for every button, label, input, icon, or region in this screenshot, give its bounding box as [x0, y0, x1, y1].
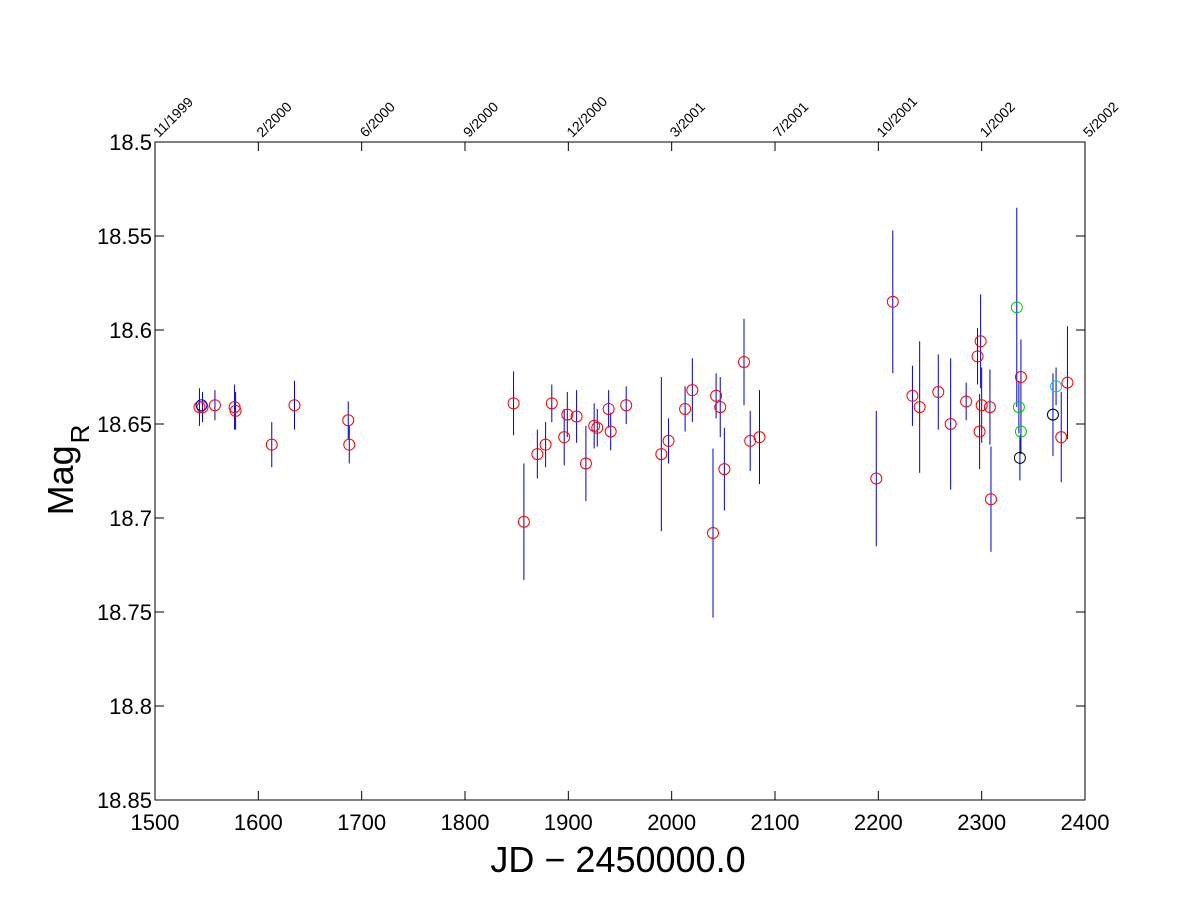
data-point — [1013, 451, 1026, 464]
data-point — [655, 448, 668, 461]
data-point — [265, 438, 278, 451]
data-point — [229, 404, 242, 417]
x-tick-label: 1500 — [131, 810, 180, 835]
data-point — [886, 295, 899, 308]
data-point — [620, 399, 633, 412]
data-point — [579, 457, 592, 470]
date-tick-label: 11/1999 — [150, 94, 197, 141]
y-tick-label: 18.7 — [109, 506, 152, 531]
x-axis-ticks: 1500 1600 1700 1800 1900 2000 2100 2200 2300 2400 — [131, 142, 1110, 835]
data-point — [971, 350, 984, 363]
y-axis-title-main: Mag — [40, 445, 81, 515]
x-tick-label: 1800 — [441, 810, 490, 835]
date-tick-label: 6/2000 — [356, 98, 398, 140]
data-point — [1055, 431, 1068, 444]
data-point — [591, 421, 604, 434]
data-point — [196, 401, 209, 414]
y-tick-label: 18.8 — [109, 694, 152, 719]
data-point — [517, 515, 530, 528]
data-point — [973, 425, 986, 438]
y-axis-title-subscript: R — [65, 425, 95, 444]
data-points — [193, 295, 1074, 540]
x-axis-title: JD − 2450000.0 — [490, 839, 745, 880]
date-tick-label: 3/2001 — [666, 98, 708, 140]
data-point — [983, 401, 996, 414]
y-axis-ticks: 18.5 18.55 18.6 18.65 18.7 18.75 18.8 18.85 — [97, 130, 1085, 813]
data-point — [1010, 301, 1023, 314]
x-tick-label: 2100 — [751, 810, 800, 835]
data-point — [686, 384, 699, 397]
data-point — [710, 389, 723, 402]
data-point — [870, 472, 883, 485]
plot-frame — [154, 141, 1086, 801]
data-point — [944, 418, 957, 430]
data-point — [1014, 425, 1027, 438]
x-tick-label: 1600 — [234, 810, 283, 835]
y-tick-label: 18.5 — [109, 130, 152, 155]
y-tick-label: 18.75 — [97, 600, 152, 625]
data-point — [975, 399, 988, 412]
data-point — [906, 389, 919, 402]
x-tick-label: 1900 — [544, 810, 593, 835]
data-point — [539, 438, 552, 451]
top-date-axis: 11/1999 2/2000 6/2000 9/2000 12/2000 3/2001 7/… — [150, 93, 1122, 140]
data-point — [1050, 380, 1063, 393]
data-point — [602, 402, 615, 415]
y-axis-title: MagR — [40, 425, 95, 516]
date-tick-label: 2/2000 — [253, 98, 295, 140]
data-point — [974, 335, 987, 348]
data-point — [753, 431, 766, 444]
data-point — [707, 527, 719, 540]
x-tick-label: 2000 — [647, 810, 696, 835]
data-point — [738, 355, 750, 368]
date-tick-label: 7/2001 — [770, 98, 812, 140]
data-point — [604, 425, 617, 438]
data-point — [960, 395, 973, 408]
x-tick-label: 1700 — [337, 810, 386, 835]
plot-border — [154, 141, 1086, 801]
data-point — [662, 434, 675, 447]
error-bars — [198, 207, 1068, 618]
data-point — [679, 402, 692, 415]
data-point — [195, 399, 208, 412]
x-tick-label: 2400 — [1061, 810, 1110, 835]
x-tick-label: 2200 — [854, 810, 903, 835]
y-tick-label: 18.85 — [97, 788, 152, 813]
x-tick-label: 2300 — [957, 810, 1006, 835]
y-tick-label: 18.6 — [109, 318, 152, 343]
data-point — [208, 399, 221, 412]
data-point — [531, 448, 544, 461]
data-point — [561, 408, 574, 421]
data-point — [984, 493, 997, 506]
data-point — [570, 410, 583, 423]
data-point — [1014, 371, 1027, 383]
date-tick-label: 10/2001 — [873, 93, 920, 140]
data-point — [545, 397, 558, 410]
date-tick-label: 12/2000 — [563, 93, 610, 140]
data-point — [1061, 376, 1074, 389]
date-tick-label: 9/2000 — [460, 98, 502, 140]
data-point — [342, 414, 355, 427]
y-tick-label: 18.65 — [97, 412, 152, 437]
data-point — [588, 419, 601, 432]
date-tick-label: 1/2002 — [976, 98, 1018, 140]
data-point — [913, 401, 926, 414]
data-point — [718, 463, 731, 476]
data-point — [507, 397, 520, 410]
data-point — [714, 401, 727, 414]
date-tick-label: 5/2002 — [1080, 98, 1122, 140]
y-tick-label: 18.55 — [97, 224, 152, 249]
data-point — [193, 401, 206, 414]
data-point — [1012, 401, 1025, 414]
data-point — [343, 438, 356, 451]
data-point — [932, 386, 945, 399]
data-point — [288, 399, 301, 412]
data-point — [1046, 408, 1059, 421]
data-point — [558, 431, 571, 444]
